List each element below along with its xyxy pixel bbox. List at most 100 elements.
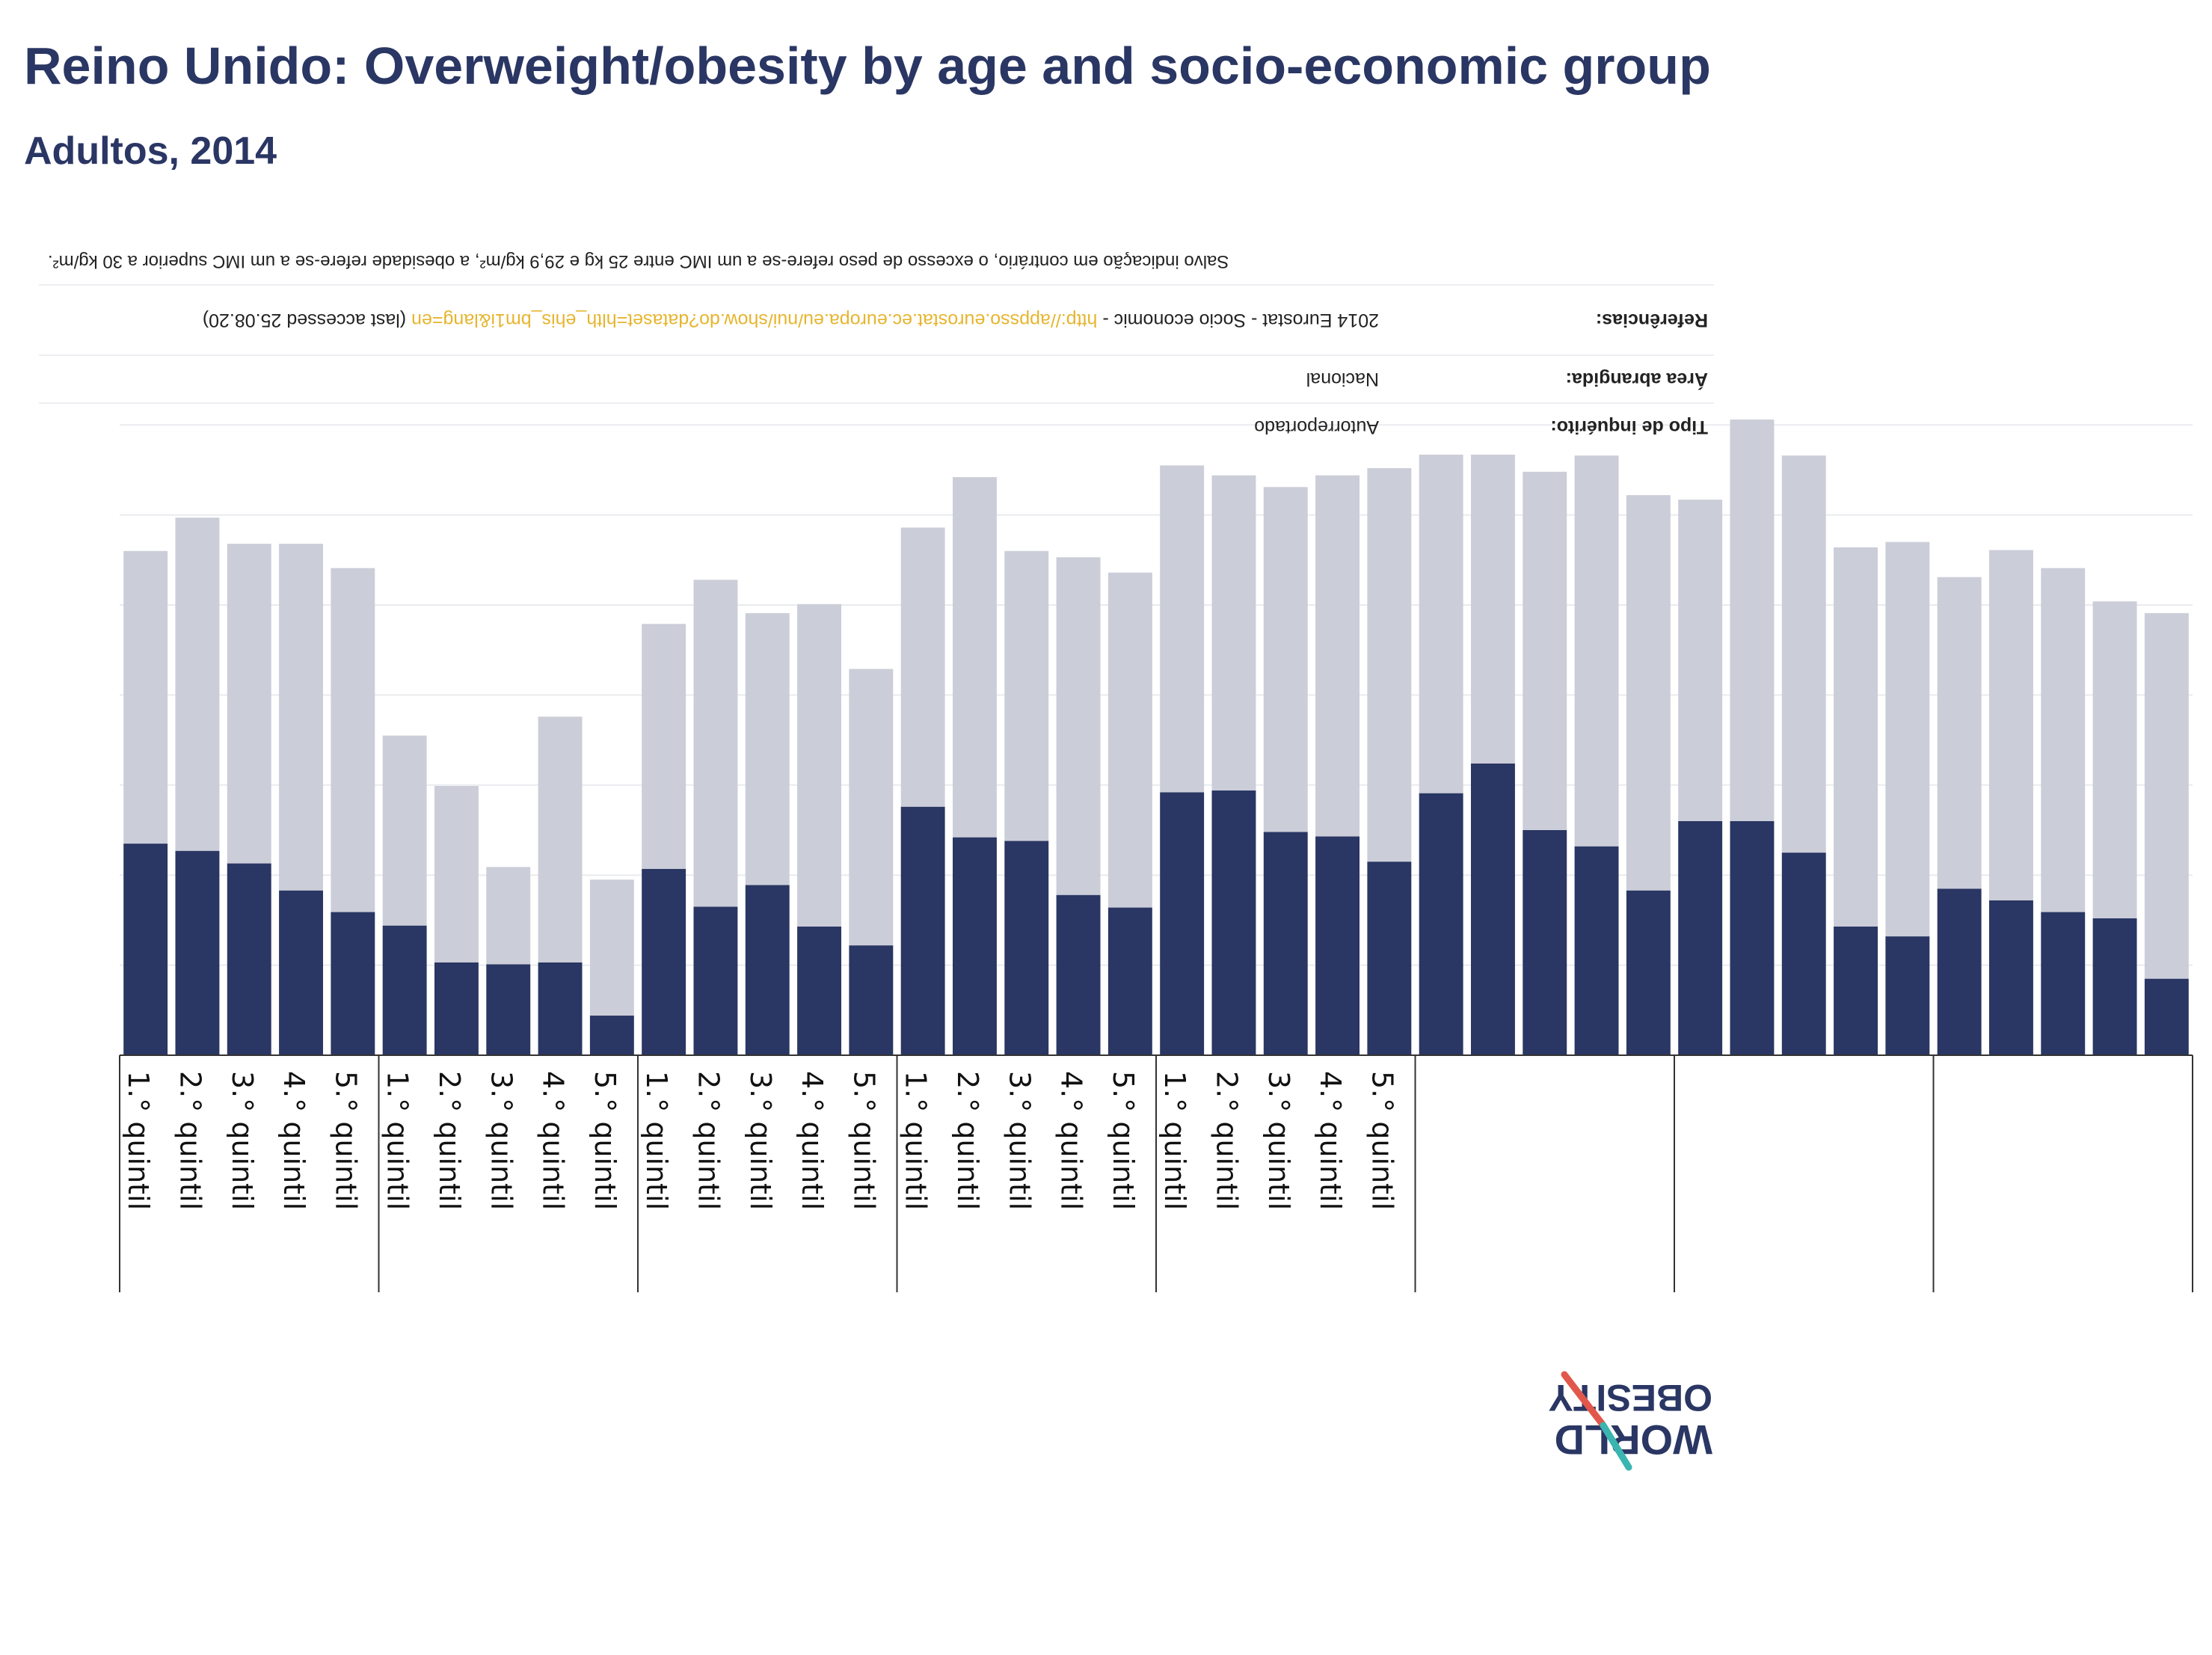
bar-obesity-3 (279, 890, 324, 1055)
bar-overweight-39 (2144, 612, 2189, 979)
x-tick-label-22: 3.° quintil (1262, 1071, 1295, 1210)
bar-obesity-13 (797, 926, 842, 1055)
page-title: Reino Unido: Overweight/obesity by age a… (24, 37, 1711, 95)
meta-value-references: 2014 Eurostat - Socio economic - http://… (39, 310, 1379, 331)
bar-overweight-12 (745, 612, 790, 885)
x-tick-label-2: 3.° quintil (226, 1071, 259, 1210)
x-tick-label-10: 1.° quintil (640, 1071, 673, 1210)
bar-overweight-6 (434, 786, 479, 962)
x-tick-label-1: 2.° quintil (173, 1071, 206, 1210)
meta-row-references: Referências: 2014 Eurostat - Socio econo… (39, 284, 1714, 354)
bar-overweight-33 (1834, 547, 1878, 927)
bar-obesity-35 (1937, 888, 1982, 1055)
page-subtitle: Adultos, 2014 (24, 129, 277, 173)
bar-obesity-8 (538, 962, 583, 1055)
bar-overweight-3 (279, 544, 324, 891)
bar-overweight-1 (175, 518, 220, 851)
bar-obesity-17 (1004, 841, 1049, 1055)
bar-obesity-30 (1678, 820, 1723, 1055)
meta-row-coverage: Área abrangida: Nacional (39, 354, 1714, 402)
x-tick-label-6: 2.° quintil (433, 1071, 466, 1210)
reference-prefix: 2014 Eurostat - Socio economic - (1097, 310, 1379, 331)
bar-overweight-26 (1470, 454, 1515, 764)
bar-obesity-2 (227, 863, 271, 1055)
bar-obesity-20 (1160, 792, 1205, 1055)
x-tick-label-9: 5.° quintil (589, 1071, 621, 1210)
bar-obesity-10 (642, 868, 686, 1055)
bar-overweight-23 (1315, 475, 1360, 837)
bar-obesity-14 (849, 945, 894, 1055)
x-tick-label-20: 1.° quintil (1158, 1071, 1191, 1210)
bar-obesity-12 (745, 885, 790, 1055)
bar-overweight-5 (382, 735, 427, 926)
bar-obesity-9 (589, 1016, 634, 1055)
logo-slash-teal (1600, 1422, 1632, 1471)
bar-overweight-4 (331, 568, 375, 912)
bar-obesity-15 (900, 806, 945, 1055)
x-tick-label-21: 2.° quintil (1210, 1071, 1243, 1210)
bar-overweight-11 (693, 580, 738, 907)
bar-obesity-21 (1211, 790, 1256, 1055)
meta-label-references: Referências: (1595, 310, 1708, 331)
bar-obesity-4 (331, 912, 375, 1055)
x-tick-label-24: 5.° quintil (1365, 1071, 1398, 1210)
x-tick-label-7: 3.° quintil (485, 1071, 517, 1210)
x-tick-label-15: 1.° quintil (900, 1071, 933, 1210)
reference-link[interactable]: http://appsso.eurostat.ec.europa.eu/nui/… (411, 310, 1098, 331)
world-obesity-logo: WORLD OBESITY (1549, 1371, 1712, 1471)
bar-obesity-34 (1885, 936, 1930, 1055)
bar-obesity-18 (1056, 894, 1101, 1055)
bar-overweight-21 (1211, 475, 1256, 791)
bar-overweight-22 (1263, 487, 1308, 832)
bar-overweight-16 (952, 477, 997, 838)
bar-overweight-38 (2092, 601, 2137, 918)
bar-overweight-19 (1107, 572, 1152, 908)
grid-lines (120, 424, 2193, 1056)
bar-overweight-32 (1781, 455, 1826, 853)
bar-overweight-35 (1937, 577, 1982, 889)
x-tick-label-12: 3.° quintil (744, 1071, 777, 1210)
bar-obesity-16 (952, 837, 997, 1055)
bar-overweight-9 (589, 879, 634, 1016)
reference-suffix: (last accessed 25.08.20) (202, 310, 412, 331)
bar-overweight-30 (1678, 500, 1723, 821)
bar-obesity-5 (382, 925, 427, 1055)
x-tick-label-8: 4.° quintil (537, 1071, 570, 1210)
bar-obesity-32 (1781, 853, 1826, 1055)
x-tick-label-3: 4.° quintil (277, 1071, 310, 1210)
bar-obesity-0 (123, 844, 168, 1055)
bar-obesity-37 (2041, 912, 2086, 1055)
x-tick-label-14: 5.° quintil (847, 1071, 880, 1210)
meta-row-survey-type: Tipo de inquérito: Autorreportado (39, 402, 1714, 450)
x-tick-label-5: 1.° quintil (381, 1071, 414, 1210)
bar-obesity-23 (1315, 836, 1360, 1055)
bar-overweight-13 (797, 604, 842, 927)
bar-overweight-2 (227, 544, 271, 864)
bar-obesity-36 (1988, 900, 2033, 1055)
bar-obesity-24 (1367, 862, 1412, 1055)
meta-label-coverage: Área abrangida: (1565, 369, 1708, 390)
x-tick-label-18: 4.° quintil (1055, 1071, 1088, 1210)
bar-overweight-8 (538, 716, 583, 962)
bar-overweight-18 (1056, 557, 1101, 895)
logo-slash-red (1561, 1371, 1607, 1429)
bar-overweight-27 (1523, 471, 1567, 830)
x-tick-label-23: 4.° quintil (1314, 1071, 1347, 1210)
bar-overweight-34 (1885, 541, 1930, 937)
x-tick-label-13: 4.° quintil (796, 1071, 829, 1210)
bar-obesity-33 (1834, 926, 1878, 1055)
bar-overweight-17 (1004, 550, 1049, 841)
x-tick-label-4: 5.° quintil (329, 1071, 362, 1210)
bar-obesity-6 (434, 962, 479, 1055)
bar-overweight-14 (849, 669, 894, 946)
x-tick-label-16: 2.° quintil (951, 1071, 984, 1210)
bar-overweight-37 (2041, 568, 2086, 912)
logo-text-obesity: OBESITY (1549, 1377, 1712, 1419)
bar-obesity-38 (2092, 918, 2137, 1055)
bar-obesity-19 (1107, 907, 1152, 1055)
bar-overweight-31 (1730, 419, 1775, 821)
meta-value-survey-type: Autorreportado (1254, 417, 1379, 438)
meta-row-note: Salvo indicação em contrário, o excesso … (39, 238, 1714, 284)
bar-obesity-28 (1574, 846, 1619, 1055)
